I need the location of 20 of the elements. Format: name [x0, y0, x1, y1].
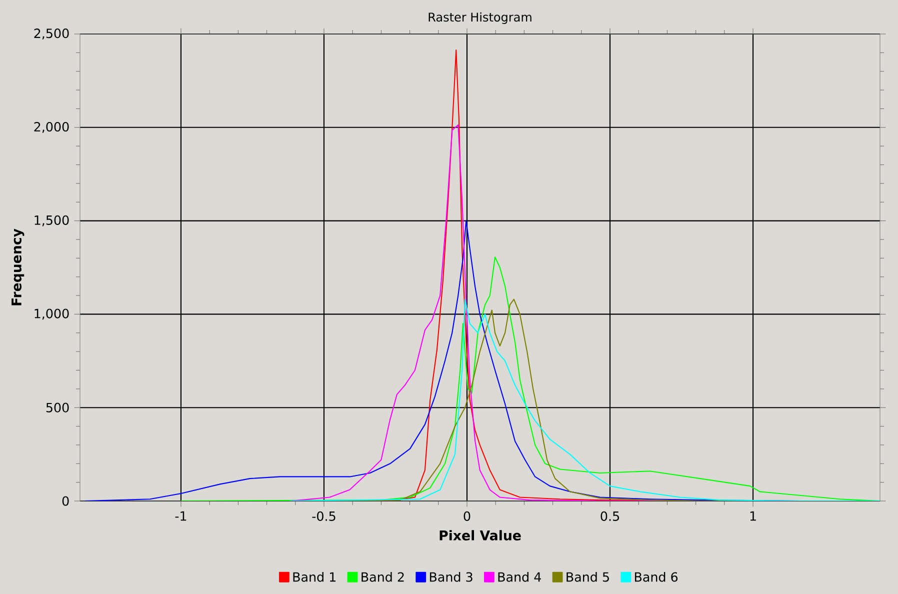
legend-label: Band 2	[362, 572, 404, 582]
legend-label: Band 1	[293, 572, 336, 582]
legend-label: Band 5	[566, 572, 609, 582]
legend-label: Band 3	[430, 572, 472, 582]
x-tick-label: -1	[175, 511, 186, 521]
x-tick-label: 0	[464, 511, 470, 521]
y-tick-label: 0	[62, 496, 69, 506]
y-tick-label: 2,000	[34, 122, 69, 133]
y-axis-title: Frequency	[12, 228, 24, 306]
x-tick-label: 0.5	[600, 511, 619, 521]
legend-label: Band 6	[634, 572, 678, 582]
chart-title: Raster Histogram	[428, 12, 532, 24]
y-tick-label: 1,500	[34, 215, 69, 226]
x-tick-label: 1	[750, 511, 756, 521]
y-tick-label: 2,500	[34, 28, 69, 40]
x-axis-title: Pixel Value	[440, 530, 521, 540]
y-tick-label: 500	[46, 402, 69, 412]
y-tick-label: 1,000	[34, 308, 69, 320]
legend-label: Band 4	[498, 572, 541, 582]
x-tick-label: -0.5	[312, 511, 336, 521]
